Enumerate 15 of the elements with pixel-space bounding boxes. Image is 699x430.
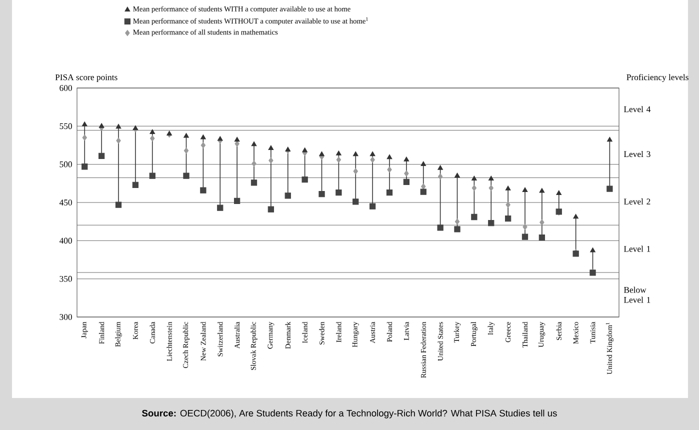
y-tick-label: 400 xyxy=(59,238,72,244)
text: Source: OECD(2006), Are Students Ready for a Technology-Rich World? What PISA Studies tell us xyxy=(142,410,557,418)
y-tick-label: 350 xyxy=(60,276,72,282)
y-tick-label: 300 xyxy=(60,314,72,320)
text: Level 2 xyxy=(624,198,650,204)
text: Level 4 xyxy=(624,106,651,112)
y-tick-label: 450 xyxy=(59,200,72,206)
text: Level 1 xyxy=(624,246,650,252)
y-tick-label: 500 xyxy=(60,161,72,168)
y-tick-label: 550 xyxy=(60,123,72,130)
y-axis-title: PISA score points xyxy=(55,74,118,82)
y2-axis-title: Proficiency levels xyxy=(626,74,688,82)
text: Level 3 xyxy=(624,150,650,158)
y-tick-label: 600 xyxy=(60,85,72,91)
text: Below Level 1 xyxy=(624,286,650,303)
